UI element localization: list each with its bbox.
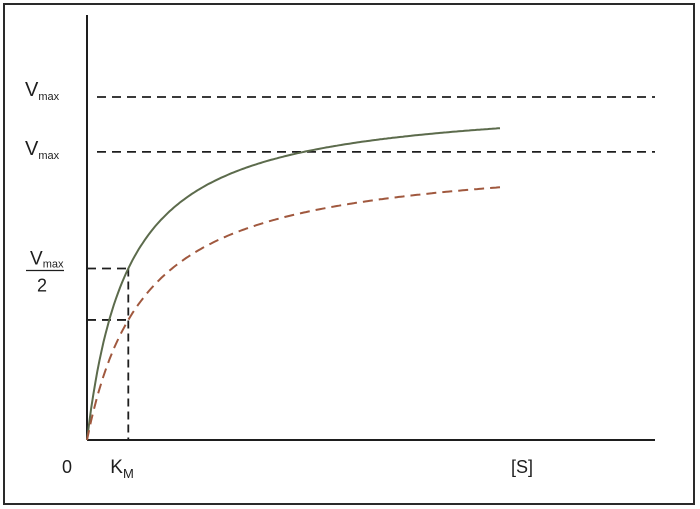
vmax-label: Vmax (25, 79, 60, 103)
origin-label: 0 (62, 457, 72, 477)
km-label: KM (110, 457, 134, 481)
half-vmax-label-denominator: 2 (37, 276, 47, 296)
uninhibited-curve (86, 127, 501, 441)
vmax-inhibited-label: Vmax (25, 138, 60, 162)
x-axis-label: [S] (511, 457, 533, 477)
half-vmax-label-numerator: Vmax (30, 249, 64, 271)
chart-frame (3, 3, 695, 505)
inhibited-curve (86, 186, 501, 441)
